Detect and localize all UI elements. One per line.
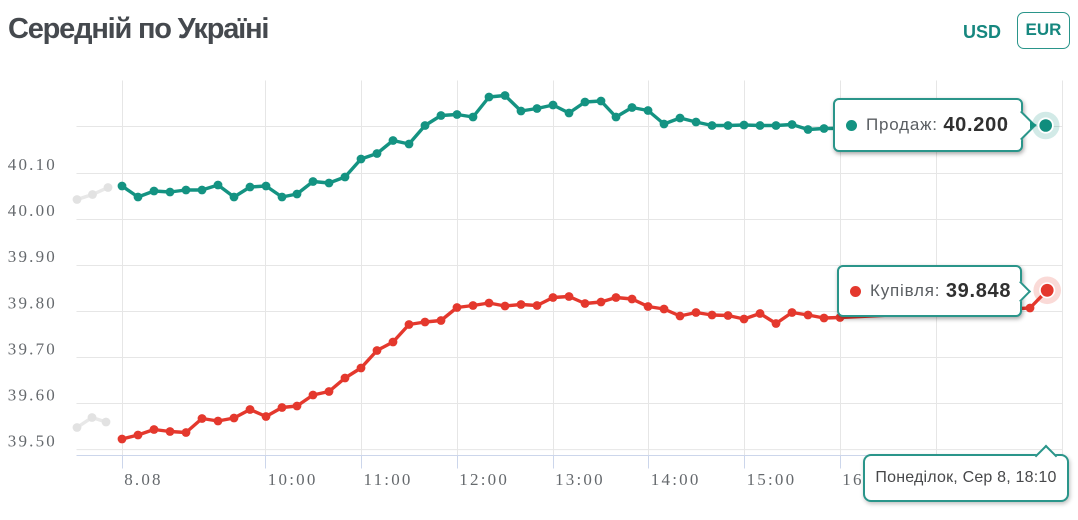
svg-text:40.10: 40.10 (8, 155, 57, 174)
svg-text:12:00: 12:00 (459, 470, 509, 489)
svg-text:40.00: 40.00 (8, 201, 57, 220)
svg-text:10:00: 10:00 (268, 470, 318, 489)
svg-text:15:00: 15:00 (747, 470, 797, 489)
svg-text:39.80: 39.80 (8, 293, 57, 312)
svg-text:11:00: 11:00 (364, 470, 413, 489)
svg-text:39.60: 39.60 (8, 386, 57, 405)
svg-text:13:00: 13:00 (555, 470, 605, 489)
svg-text:8.08: 8.08 (124, 470, 163, 489)
svg-text:39.70: 39.70 (8, 339, 57, 358)
svg-text:14:00: 14:00 (651, 470, 701, 489)
svg-text:39.90: 39.90 (8, 247, 57, 266)
svg-text:39.50: 39.50 (8, 432, 57, 451)
